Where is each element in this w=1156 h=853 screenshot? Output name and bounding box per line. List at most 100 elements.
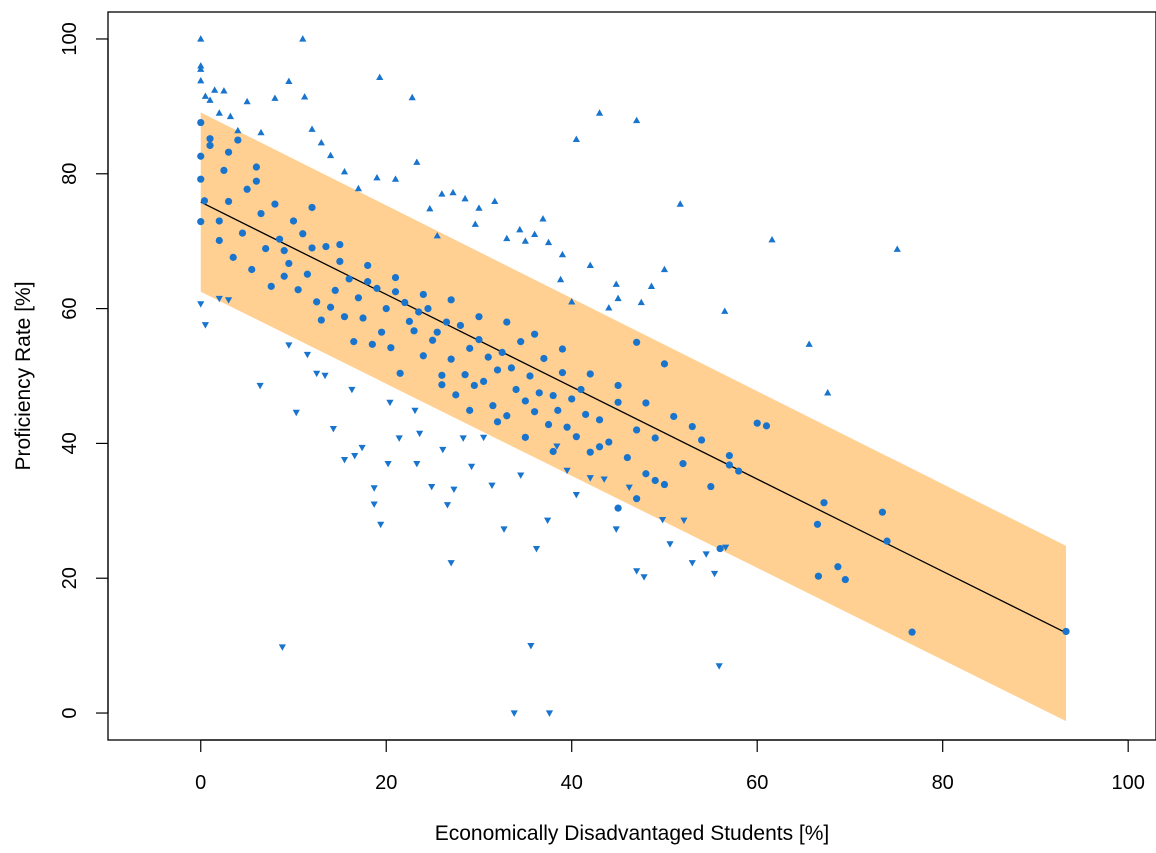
data-point-triangle-down: [500, 526, 508, 533]
data-point-circle: [285, 259, 293, 268]
data-point-triangle-up: [824, 389, 832, 396]
data-point-circle: [735, 467, 743, 475]
data-point-triangle-up: [503, 234, 511, 242]
data-point-triangle-up: [243, 97, 251, 105]
data-point-circle: [197, 218, 205, 226]
data-point-circle: [614, 398, 622, 406]
data-point-triangle-down: [532, 545, 541, 553]
data-point-circle: [331, 286, 339, 294]
data-point-triangle-up: [614, 294, 622, 302]
data-point-circle: [387, 344, 395, 352]
data-point-triangle-up: [271, 94, 279, 101]
data-point-triangle-down: [416, 430, 424, 438]
data-point-triangle-up: [317, 138, 325, 146]
data-point-circle: [493, 366, 502, 374]
data-point-circle: [586, 448, 594, 456]
data-point-circle: [725, 451, 733, 460]
data-point-circle: [480, 377, 488, 385]
data-point-circle: [595, 416, 604, 424]
y-axis: 0 20 40 60 80 100: [59, 22, 109, 719]
data-point-circle: [289, 217, 298, 225]
data-point-triangle-up: [257, 128, 265, 136]
data-point-circle: [605, 438, 613, 446]
fit-line-layer: [200, 201, 1067, 634]
data-point-circle: [521, 397, 529, 405]
data-point-triangle-up: [558, 250, 567, 258]
data-point-triangle-down: [563, 467, 571, 475]
data-point-triangle-up: [595, 109, 604, 116]
data-point-circle: [489, 402, 497, 410]
data-point-triangle-down: [224, 297, 233, 304]
data-point-circle: [820, 499, 828, 507]
data-point-circle: [531, 408, 539, 416]
data-point-triangle-down: [358, 444, 366, 452]
data-point-circle: [424, 304, 432, 313]
x-tick-label: 40: [561, 772, 583, 794]
data-point-triangle-down: [386, 399, 394, 407]
data-point-circle: [484, 353, 492, 361]
data-point-triangle-down: [329, 425, 337, 433]
data-point-circle: [364, 261, 372, 270]
data-point-circle: [419, 290, 427, 299]
data-point-circle: [267, 282, 275, 290]
data-point-circle: [670, 412, 678, 421]
data-point-triangle-down: [586, 475, 594, 482]
data-point-circle: [206, 135, 214, 143]
data-point-circle: [257, 209, 265, 218]
data-point-circle: [813, 520, 822, 528]
data-point-circle: [391, 288, 400, 296]
data-point-triangle-down: [285, 342, 293, 349]
data-point-triangle-down: [447, 560, 455, 567]
data-point-circle: [415, 308, 423, 316]
data-point-triangle-up: [299, 35, 307, 42]
data-point-circle: [336, 257, 344, 266]
data-point-triangle-up: [586, 261, 594, 269]
data-point-triangle-up: [234, 126, 242, 134]
y-tick-label: 100: [59, 22, 81, 55]
data-point-triangle-down: [439, 446, 447, 454]
data-point-circle: [275, 235, 284, 243]
data-point-triangle-down: [450, 486, 458, 494]
x-axis-title: Economically Disadvantaged Students [%]: [435, 822, 830, 845]
data-point-circle: [688, 422, 696, 431]
data-point-triangle-down: [722, 544, 730, 552]
data-point-circle: [568, 395, 576, 403]
data-point-triangle-up: [220, 87, 228, 94]
data-point-circle: [438, 381, 446, 389]
x-tick-label: 0: [195, 772, 206, 794]
data-point-circle: [396, 369, 404, 377]
data-point-triangle-down: [215, 295, 223, 303]
data-point-circle: [350, 338, 358, 346]
data-point-circle: [368, 340, 376, 348]
data-point-circle: [512, 385, 520, 394]
data-point-circle: [401, 298, 409, 307]
data-point-circle: [517, 338, 525, 346]
x-tick-label: 80: [932, 772, 954, 794]
data-point-triangle-down: [544, 517, 552, 525]
data-point-circle: [405, 317, 414, 325]
data-point-circle: [313, 298, 321, 306]
data-point-circle: [660, 480, 669, 489]
data-point-circle: [322, 242, 330, 251]
data-point-circle: [762, 422, 771, 430]
data-point-triangle-down: [680, 517, 688, 525]
data-point-triangle-down: [510, 710, 518, 717]
data-point-triangle-up: [197, 76, 205, 84]
data-point-triangle-up: [308, 125, 316, 132]
data-point-triangle-up: [438, 190, 446, 197]
data-point-triangle-up: [449, 188, 457, 196]
data-point-triangle-down: [443, 502, 452, 509]
data-point-circle: [697, 436, 706, 444]
data-point-circle: [456, 321, 465, 330]
data-point-circle: [908, 628, 916, 636]
data-point-circle: [716, 544, 724, 553]
data-point-circle: [535, 389, 543, 397]
data-point-circle: [224, 197, 233, 206]
data-point-circle: [452, 391, 460, 399]
data-point-circle: [633, 495, 641, 503]
data-point-circle: [544, 420, 553, 429]
data-point-circle: [549, 391, 557, 400]
data-point-circle: [521, 433, 529, 441]
data-point-triangle-down: [292, 409, 300, 417]
data-point-circle: [280, 272, 288, 280]
